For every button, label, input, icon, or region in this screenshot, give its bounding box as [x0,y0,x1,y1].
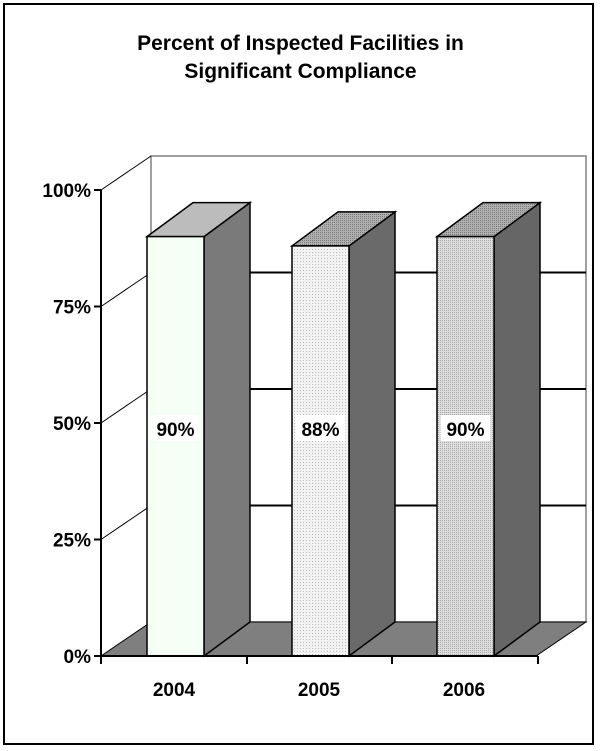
x-tick-label: 2006 [443,680,485,701]
bar-2005 [291,245,350,657]
bar-2004 [146,235,205,657]
chart-title-line-1: Percent of Inspected Facilities in [137,32,464,55]
bar-value-label: 88% [301,420,339,441]
bar-label-bg [150,415,201,441]
gridline-side [100,272,152,307]
x-tick-label: 2005 [298,680,341,701]
bar-value-label: 90% [156,420,194,441]
bar-value-label: 90% [446,420,484,441]
bar-label-bg [440,415,491,441]
chart-title: Percent of Inspected Facilities in Signi… [0,30,601,86]
y-tick-label: 75% [53,298,91,319]
bar-2006 [436,235,495,657]
bar-side-2005 [348,210,396,658]
bar-label-bg [295,415,346,441]
gridline-side [100,388,152,424]
y-tick-label: 100% [42,181,91,202]
gridline-side [100,155,152,191]
y-tick-label: 25% [53,531,91,552]
y-tick-label: 50% [53,414,91,435]
y-tick-label: 0% [64,647,92,668]
gridline-side [100,505,152,540]
chart-title-line-2: Significant Compliance [184,60,417,83]
bar-side-2004 [203,201,251,658]
bar-side-2006 [493,201,541,658]
x-tick-label: 2004 [153,680,196,701]
